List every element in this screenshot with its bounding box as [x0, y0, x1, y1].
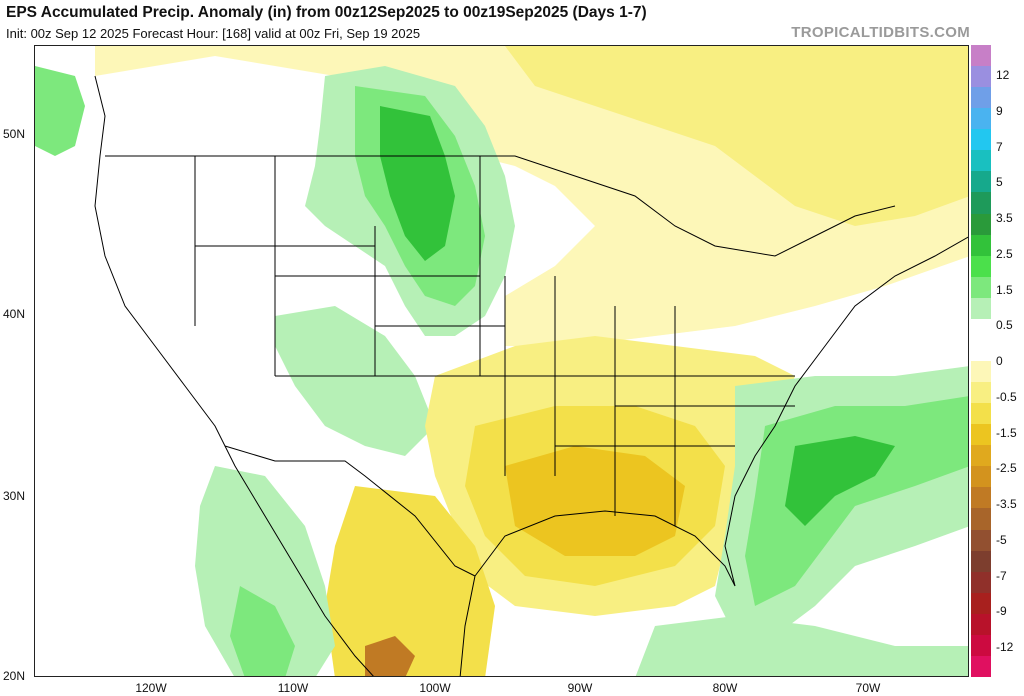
wet-region-mexico-west — [195, 466, 335, 676]
brand-watermark: TROPICALTIDBITS.COM — [791, 24, 970, 41]
colorbar-swatch — [971, 213, 991, 236]
colorbar-swatch — [971, 192, 991, 215]
wet-region-dakotas — [380, 106, 455, 261]
lon-label-80w: 80W — [712, 681, 738, 695]
colorbar-swatch — [971, 255, 991, 278]
coastline-mexico-east — [459, 575, 476, 676]
colorbar-swatch — [971, 634, 991, 657]
colorbar-swatch — [971, 171, 991, 193]
border-us-canada — [105, 155, 896, 257]
colorbar-tick-label: 0 — [996, 354, 1003, 368]
colorbar-swatch — [971, 276, 991, 299]
lon-label-70w: 70W — [855, 681, 881, 695]
colorbar-tick-label: -9 — [996, 604, 1007, 619]
lat-label-30n: 30N — [3, 489, 26, 503]
colorbar-tick-label: 1.5 — [996, 282, 1013, 297]
colorbar-tick-label: -2.5 — [996, 461, 1017, 476]
colorbar-swatch — [971, 87, 991, 109]
map-subtitle: Init: 00z Sep 12 2025 Forecast Hour: [16… — [6, 26, 421, 41]
colorbar-swatch — [971, 108, 991, 130]
map-title: EPS Accumulated Precip. Anomaly (in) fro… — [6, 4, 647, 21]
colorbar-tick-label: -3.5 — [996, 497, 1017, 511]
political-borders — [94, 75, 968, 676]
colorbar-tick-label: 3.5 — [996, 211, 1013, 225]
colorbar-swatch — [971, 487, 991, 509]
dry-region-mexico-brown — [365, 636, 415, 676]
coastline-gulf — [474, 236, 968, 587]
precip-anomaly-map — [34, 45, 969, 677]
colorbar-swatch — [971, 234, 991, 257]
colorbar-tick-label: 9 — [996, 103, 1003, 118]
colorbar-swatch — [971, 403, 991, 425]
dry-region-gulf-core — [505, 446, 685, 556]
colorbar-swatch — [971, 297, 991, 320]
colorbar-tick-label: -0.5 — [996, 389, 1017, 404]
lat-label-40n: 40N — [3, 307, 26, 321]
colorbar-tick-label: -1.5 — [996, 425, 1017, 440]
colorbar-swatch — [971, 655, 991, 678]
colorbar-swatch — [971, 592, 991, 615]
colorbar-swatch — [971, 529, 991, 552]
lon-label-90w: 90W — [567, 681, 593, 695]
colorbar-swatch — [971, 361, 991, 383]
colorbar-swatch — [971, 129, 991, 151]
colorbar-tick-label: -7 — [996, 568, 1007, 583]
colorbar-swatch — [971, 445, 991, 467]
colorbar-tick-label: 0.5 — [996, 318, 1013, 333]
wet-region-mexico-west-core — [230, 586, 295, 676]
wet-region-atlantic-peak — [785, 436, 895, 526]
colorbar — [971, 45, 991, 678]
colorbar-swatch — [971, 550, 991, 573]
colorbar-swatch — [971, 66, 991, 88]
colorbar-tick-label: 2.5 — [996, 246, 1013, 261]
colorbar-swatch — [971, 339, 991, 362]
lat-label-20n: 20N — [3, 669, 26, 683]
wet-region-caribbean — [635, 616, 968, 676]
colorbar-swatch — [971, 150, 991, 172]
coastline-west — [94, 75, 374, 676]
colorbar-swatch — [971, 613, 991, 636]
colorbar-tick-label: -5 — [996, 532, 1007, 547]
colorbar-swatch — [971, 466, 991, 488]
lon-label-120w: 120W — [135, 681, 167, 695]
colorbar-swatch — [971, 424, 991, 446]
wet-region-pacific-nw — [35, 66, 85, 156]
colorbar-swatch — [971, 318, 991, 341]
lon-label-110w: 110W — [277, 681, 309, 695]
dry-region-northeast — [505, 46, 968, 226]
colorbar-swatch — [971, 45, 991, 67]
map-canvas — [35, 46, 968, 676]
anomaly-shading — [35, 46, 968, 676]
colorbar-tick-label: 7 — [996, 139, 1003, 154]
dry-region-mexico — [325, 486, 495, 676]
wet-region-southwest — [275, 306, 435, 456]
colorbar-swatch — [971, 571, 991, 594]
lat-label-50n: 50N — [3, 127, 26, 141]
state-lines — [194, 156, 795, 526]
colorbar-tick-label: 5 — [996, 175, 1003, 190]
colorbar-tick-label: 12 — [996, 68, 1010, 82]
colorbar-swatch — [971, 382, 991, 404]
colorbar-tick-label: -12 — [996, 640, 1014, 654]
colorbar-swatch — [971, 508, 991, 531]
lon-label-100w: 100W — [419, 681, 451, 695]
border-us-mexico — [224, 445, 476, 577]
